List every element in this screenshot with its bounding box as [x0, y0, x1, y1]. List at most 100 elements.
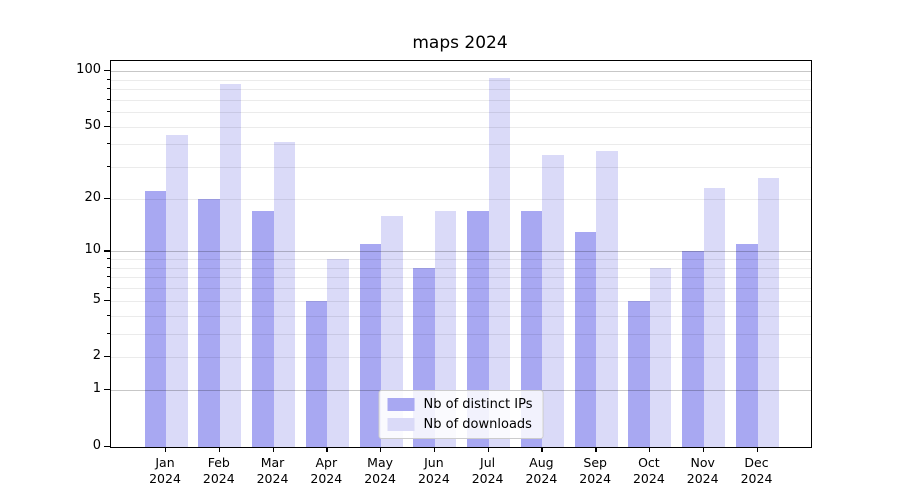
x-tick-dec	[756, 447, 758, 452]
gridline-y-30	[111, 167, 811, 169]
legend-item-downloads: Nb of downloads	[387, 417, 533, 432]
gridline-y-2	[111, 357, 811, 359]
bar-dec-downloads	[757, 178, 779, 447]
legend-label-distinct-ips: Nb of distinct IPs	[423, 397, 533, 412]
bar-mar-downloads	[273, 142, 295, 447]
y-minor-tick-9	[106, 258, 110, 260]
x-tick-jul	[487, 447, 489, 452]
x-tick-oct	[648, 447, 651, 452]
gridline-y-60	[111, 112, 811, 113]
gridline-y-50	[111, 126, 811, 128]
gridline-y-90	[111, 79, 811, 81]
x-tick-sep	[595, 447, 597, 452]
y-tick-label-2: 2	[92, 348, 101, 364]
x-tick-label-jun: Jun 2024	[417, 455, 450, 486]
x-tick-mar	[272, 447, 274, 452]
x-tick-label-aug: Aug 2024	[525, 455, 558, 486]
y-minor-tick-20	[106, 197, 110, 199]
x-tick-label-sep: Sep 2024	[579, 455, 612, 486]
y-tick-label-0: 0	[92, 437, 101, 453]
bar-feb-distinct-ips	[198, 198, 220, 447]
bar-mar-distinct-ips	[252, 211, 274, 447]
x-tick-label-mar: Mar 2024	[256, 455, 289, 486]
y-minor-tick-2	[106, 356, 110, 358]
gridline-y-7	[111, 277, 811, 279]
bar-jan-downloads	[166, 135, 188, 447]
y-minor-tick-3	[106, 332, 110, 334]
bar-apr-distinct-ips	[305, 300, 328, 447]
bar-jul-downloads	[488, 77, 511, 447]
x-tick-jan	[165, 447, 167, 452]
y-minor-tick-50	[106, 125, 110, 127]
legend: Nb of distinct IPs Nb of downloads	[378, 390, 544, 439]
y-minor-tick-30	[106, 166, 110, 168]
y-tick-label-10: 10	[84, 242, 101, 258]
x-tick-label-dec: Dec 2024	[740, 455, 773, 486]
y-minor-tick-80	[106, 88, 110, 89]
gridline-y-70	[111, 99, 811, 101]
x-tick-label-nov: Nov 2024	[686, 455, 719, 486]
x-tick-nov	[702, 447, 705, 452]
y-minor-tick-90	[106, 78, 110, 80]
x-tick-jun	[433, 447, 436, 452]
y-minor-tick-40	[106, 143, 110, 145]
gridline-y-40	[111, 144, 811, 146]
y-tick-1	[104, 389, 110, 391]
chart-title: maps 2024	[412, 33, 508, 53]
legend-item-distinct-ips: Nb of distinct IPs	[387, 397, 533, 412]
gridline-y-80	[111, 89, 811, 90]
y-minor-tick-5	[106, 299, 110, 301]
x-tick-label-oct: Oct 2024	[632, 455, 665, 486]
y-minor-tick-6	[106, 287, 110, 289]
y-tick-0	[104, 445, 110, 447]
legend-label-downloads: Nb of downloads	[423, 417, 532, 432]
gridline-y-9	[111, 259, 811, 261]
y-tick-label-20: 20	[84, 189, 101, 205]
bar-aug-distinct-ips	[520, 211, 543, 447]
gridline-y-8	[111, 267, 811, 269]
x-tick-label-feb: Feb 2024	[202, 455, 235, 486]
legend-swatch-distinct-ips	[387, 398, 415, 411]
y-tick-label-50: 50	[84, 117, 101, 133]
bar-jun-downloads	[434, 211, 457, 447]
bar-oct-distinct-ips	[628, 300, 650, 447]
y-tick-label-1: 1	[92, 381, 101, 397]
bar-sep-downloads	[596, 150, 618, 447]
gridline-y-6	[111, 288, 811, 290]
x-tick-apr	[326, 447, 328, 452]
x-tick-label-jan: Jan 2024	[149, 455, 181, 486]
y-tick-10	[104, 250, 110, 252]
bar-dec-distinct-ips	[736, 244, 758, 447]
x-tick-feb	[218, 447, 221, 452]
x-tick-aug	[541, 447, 543, 452]
x-tick-label-may: May 2024	[364, 455, 396, 486]
bar-jan-distinct-ips	[144, 191, 166, 447]
y-minor-tick-70	[106, 98, 110, 100]
gridline-y-5	[111, 300, 811, 302]
gridline-y-20	[111, 198, 811, 200]
gridline-y-10	[111, 251, 811, 253]
plot-area: Nb of distinct IPs Nb of downloads	[110, 60, 812, 448]
bar-feb-downloads	[219, 84, 242, 447]
bar-nov-downloads	[703, 187, 726, 447]
gridline-y-4	[111, 315, 811, 317]
bar-sep-distinct-ips	[574, 231, 597, 447]
gridline-y-100	[111, 71, 811, 72]
legend-swatch-downloads	[387, 418, 415, 431]
bar-may-distinct-ips	[359, 244, 382, 447]
gridline-y-3	[111, 333, 811, 335]
y-minor-tick-7	[106, 276, 110, 278]
y-tick-label-5: 5	[92, 291, 101, 307]
y-minor-tick-8	[106, 266, 110, 268]
y-minor-tick-4	[106, 314, 110, 316]
x-tick-label-jul: Jul 2024	[471, 455, 504, 486]
bar-nov-distinct-ips	[682, 251, 704, 447]
y-tick-label-100: 100	[76, 62, 101, 77]
y-tick-100	[104, 70, 110, 72]
bar-may-downloads	[381, 216, 403, 447]
y-minor-tick-60	[106, 111, 110, 112]
bar-aug-downloads	[542, 154, 564, 447]
x-tick-may	[380, 447, 382, 452]
bar-jul-distinct-ips	[467, 211, 489, 447]
